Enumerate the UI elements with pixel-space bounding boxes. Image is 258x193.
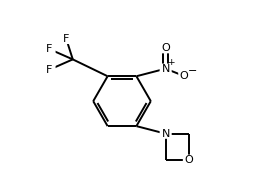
FancyBboxPatch shape [44,64,55,75]
FancyBboxPatch shape [183,155,195,165]
Text: O: O [180,71,189,81]
Text: O: O [161,43,170,53]
FancyBboxPatch shape [160,63,172,74]
FancyBboxPatch shape [178,71,190,81]
Text: F: F [46,44,53,54]
FancyBboxPatch shape [44,44,55,54]
Text: F: F [46,65,53,75]
FancyBboxPatch shape [160,129,172,139]
FancyBboxPatch shape [60,34,72,44]
Text: N: N [162,64,170,74]
Text: −: − [187,66,197,76]
Text: F: F [63,34,69,44]
Text: +: + [167,58,175,67]
Text: N: N [162,129,170,139]
FancyBboxPatch shape [160,43,172,53]
Text: O: O [184,155,193,165]
